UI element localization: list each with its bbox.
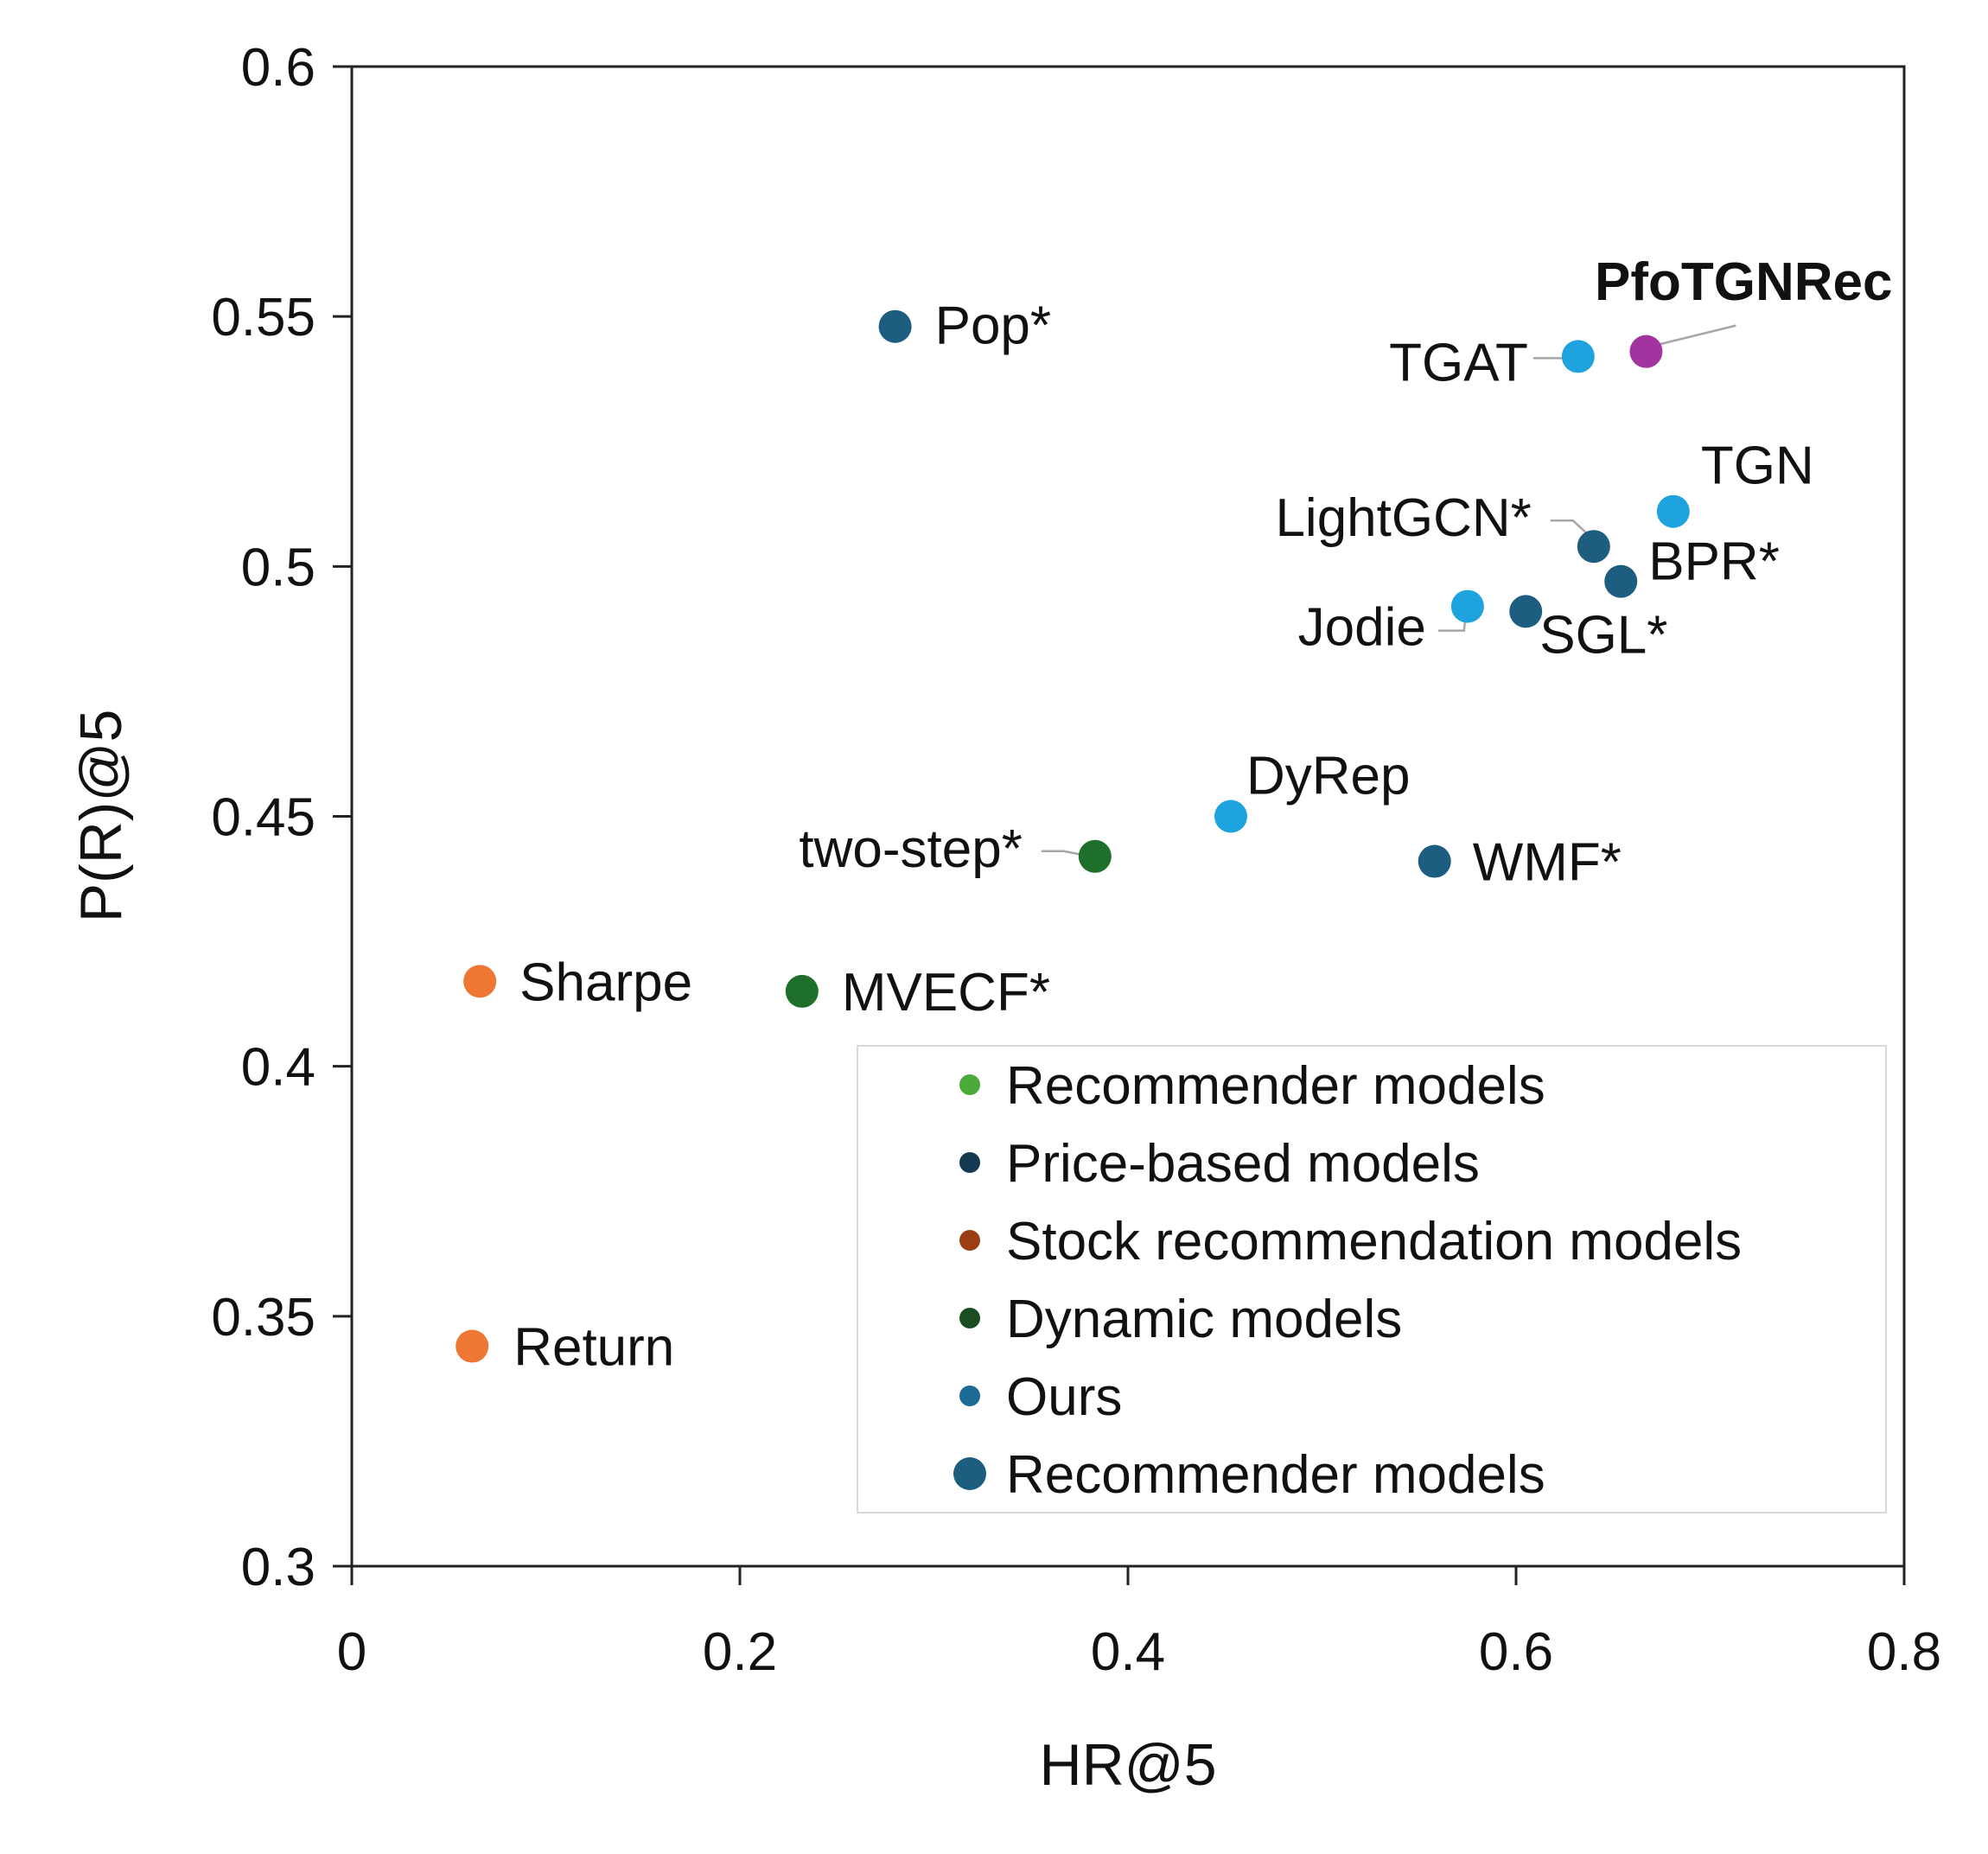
point-sharpe (463, 965, 497, 998)
y-tick-label: 0.45 (211, 788, 315, 848)
legend-label: Dynamic models (1006, 1290, 1402, 1349)
point-pop (878, 309, 912, 343)
legend-label: Recommender models (1006, 1056, 1545, 1116)
legend-marker (959, 1308, 980, 1328)
legend-marker (959, 1230, 980, 1251)
y-tick-label: 0.4 (241, 1038, 315, 1098)
point-bpr (1604, 564, 1638, 598)
x-tick-label: 0 (337, 1622, 366, 1682)
y-tick-label: 0.55 (211, 288, 315, 347)
legend-marker (953, 1457, 986, 1490)
point-dyrep (1214, 800, 1247, 833)
point-tgat (1561, 340, 1595, 373)
legend-marker (959, 1386, 980, 1406)
legend-label: Stock recommendation models (1006, 1212, 1742, 1271)
point-label: PfoTGNRec (1595, 252, 1892, 312)
legend-box (857, 1045, 1887, 1513)
legend: Recommender models Price-based models Stoc… (857, 1045, 1887, 1513)
x-tick-label: 0.8 (1867, 1622, 1941, 1682)
point-label: WMF* (1473, 833, 1622, 893)
point-label: MVECF* (842, 963, 1050, 1023)
point-label: Return (513, 1318, 674, 1378)
point-label: Pop* (935, 296, 1051, 356)
y-tick-label: 0.6 (241, 38, 315, 98)
point-label: DyRep (1246, 747, 1411, 806)
y-tick-label: 0.35 (211, 1288, 315, 1347)
legend-marker (959, 1152, 980, 1173)
legend-label: Ours (1006, 1367, 1122, 1427)
point-pfotgnrec (1629, 334, 1663, 368)
point-label: SGL* (1539, 605, 1667, 665)
y-axis-title: P(R)@5 (68, 710, 134, 923)
point-mvecf (785, 974, 819, 1008)
point-two-step (1078, 839, 1112, 873)
x-tick-label: 0.2 (703, 1622, 777, 1682)
y-tick-label: 0.3 (241, 1538, 315, 1597)
x-tick-label: 0.6 (1479, 1622, 1553, 1682)
point-label: LightGCN* (1275, 488, 1531, 548)
axis-ticks: 0.3 0.35 0.4 0.45 0.5 0.55 0.6 0 0.2 0.4 0.6 0.8 (211, 38, 1941, 1682)
point-label: two-step* (799, 819, 1022, 879)
y-tick-label: 0.5 (241, 538, 315, 597)
x-tick-label: 0.4 (1091, 1622, 1165, 1682)
x-axis-title: HR@5 (1039, 1732, 1216, 1798)
point-label: Sharpe (519, 952, 692, 1012)
legend-label: Price-based models (1006, 1134, 1480, 1194)
legend-label: Recommender models (1006, 1445, 1545, 1505)
point-jodie (1450, 589, 1484, 623)
point-label: TGN (1701, 436, 1814, 496)
leader-line (1651, 324, 1736, 347)
point-sgl (1509, 595, 1543, 628)
point-tgn (1656, 494, 1690, 528)
point-lightgcn (1577, 530, 1610, 564)
point-label: TGAT (1389, 333, 1528, 392)
data-points: Pop* TGAT PfoTGNRec TGN LightGCN* BPR* Jodie SG… (456, 252, 1892, 1378)
point-label: BPR* (1648, 532, 1780, 592)
point-wmf (1418, 844, 1451, 878)
point-return (456, 1329, 489, 1363)
point-label: Jodie (1298, 598, 1426, 658)
legend-marker (959, 1074, 980, 1095)
